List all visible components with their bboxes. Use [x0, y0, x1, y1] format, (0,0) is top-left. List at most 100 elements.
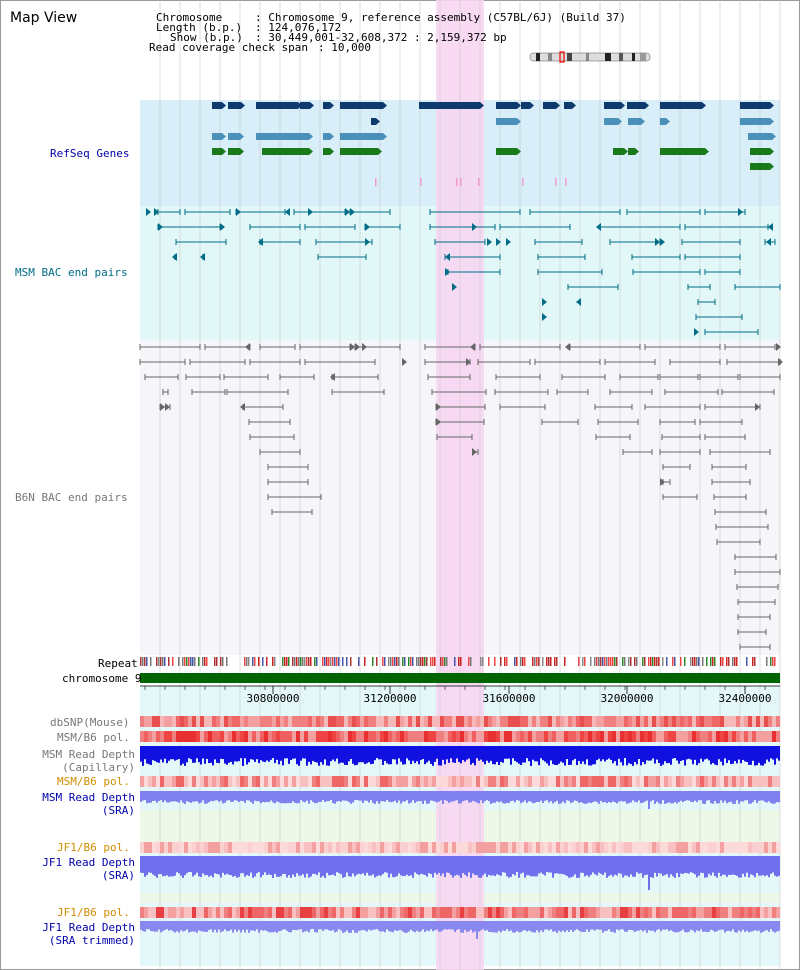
- heat-cell: [236, 731, 240, 742]
- depth-bar: [348, 791, 350, 803]
- depth-bar: [256, 921, 258, 930]
- heat-cell: [384, 842, 388, 853]
- repeat-element: [338, 657, 340, 666]
- depth-bar: [446, 791, 448, 802]
- heat-cell: [544, 731, 548, 742]
- depth-bar: [344, 856, 346, 877]
- depth-bar: [288, 791, 290, 804]
- track-label-refseq[interactable]: RefSeq Genes: [50, 147, 130, 160]
- depth-bar: [186, 921, 188, 930]
- heat-cell: [620, 716, 624, 727]
- heat-cell: [196, 731, 200, 742]
- heat-cell: [424, 731, 428, 742]
- heat-cell: [600, 776, 604, 787]
- depth-bar: [708, 791, 710, 801]
- depth-bar: [426, 921, 428, 931]
- heat-cell: [696, 716, 700, 727]
- heat-cell: [592, 716, 596, 727]
- depth-bar: [616, 746, 618, 766]
- gene-arrow: [770, 163, 774, 170]
- depth-bar: [278, 921, 280, 932]
- bac-end-marker: [365, 238, 370, 246]
- depth-bar: [604, 921, 606, 932]
- heat-cell: [328, 776, 332, 787]
- depth-bar: [520, 921, 522, 933]
- heat-cell: [276, 776, 280, 787]
- depth-bar: [166, 856, 168, 876]
- gene-transcript-marker: [565, 178, 567, 186]
- depth-bar: [338, 746, 340, 764]
- heat-cell: [648, 716, 652, 727]
- heat-cell: [752, 842, 756, 853]
- depth-bar: [324, 746, 326, 760]
- depth-bar: [364, 921, 366, 931]
- heat-cell: [664, 716, 668, 727]
- heat-cell: [524, 842, 528, 853]
- heat-cell: [512, 842, 516, 853]
- heat-cell: [572, 842, 576, 853]
- depth-bar: [576, 856, 578, 878]
- depth-bar: [598, 856, 600, 873]
- depth-bar: [766, 856, 768, 876]
- depth-bar: [240, 856, 242, 874]
- heat-cell: [316, 907, 320, 918]
- heat-cell: [640, 716, 644, 727]
- depth-bar: [692, 921, 694, 931]
- depth-bar: [460, 856, 462, 878]
- repeat-element: [434, 657, 436, 666]
- depth-bar: [386, 856, 388, 873]
- depth-bar: [208, 921, 210, 931]
- depth-bar: [346, 746, 348, 765]
- depth-bar: [182, 791, 184, 803]
- heat-cell: [672, 842, 676, 853]
- depth-bar: [448, 856, 450, 873]
- bac-end-marker: [565, 343, 570, 351]
- heat-cell: [168, 731, 172, 742]
- depth-bar: [290, 921, 292, 933]
- depth-bar: [708, 921, 710, 932]
- depth-bar: [578, 746, 580, 761]
- depth-bar: [412, 791, 414, 801]
- chromosome-bar: [140, 673, 780, 683]
- depth-bar: [314, 746, 316, 762]
- repeat-element: [666, 657, 668, 666]
- heat-cell: [152, 731, 156, 742]
- depth-bar: [380, 791, 382, 802]
- heat-cell: [684, 731, 688, 742]
- depth-bar: [726, 746, 728, 763]
- depth-bar: [480, 921, 482, 931]
- depth-bar: [764, 791, 766, 802]
- bac-end-marker: [362, 343, 367, 351]
- depth-bar: [176, 791, 178, 802]
- heat-cell: [164, 842, 168, 853]
- depth-bar: [500, 921, 502, 933]
- depth-bar: [318, 746, 320, 766]
- depth-bar: [214, 746, 216, 760]
- heat-cell: [516, 776, 520, 787]
- heat-cell: [628, 731, 632, 742]
- depth-bar: [202, 746, 204, 759]
- heat-cell: [212, 716, 216, 727]
- heat-cell: [772, 776, 776, 787]
- heat-cell: [196, 842, 200, 853]
- heat-cell: [472, 731, 476, 742]
- heat-cell: [460, 842, 464, 853]
- heat-cell: [372, 716, 376, 727]
- depth-bar: [264, 856, 266, 873]
- depth-bar: [336, 921, 338, 932]
- depth-bar: [596, 746, 598, 761]
- depth-bar: [560, 856, 562, 874]
- track-label-msm-bac[interactable]: MSM BAC end pairs: [15, 266, 128, 279]
- repeat-element: [372, 657, 374, 666]
- heat-cell: [444, 842, 448, 853]
- heat-cell: [292, 716, 296, 727]
- heat-cell: [592, 842, 596, 853]
- depth-bar: [168, 746, 170, 761]
- heat-cell: [284, 716, 288, 727]
- track-label-b6n-bac[interactable]: B6N BAC end pairs: [15, 491, 128, 504]
- heat-cell: [336, 842, 340, 853]
- depth-bar: [230, 746, 232, 762]
- depth-bar: [694, 921, 696, 933]
- depth-bar: [154, 856, 156, 876]
